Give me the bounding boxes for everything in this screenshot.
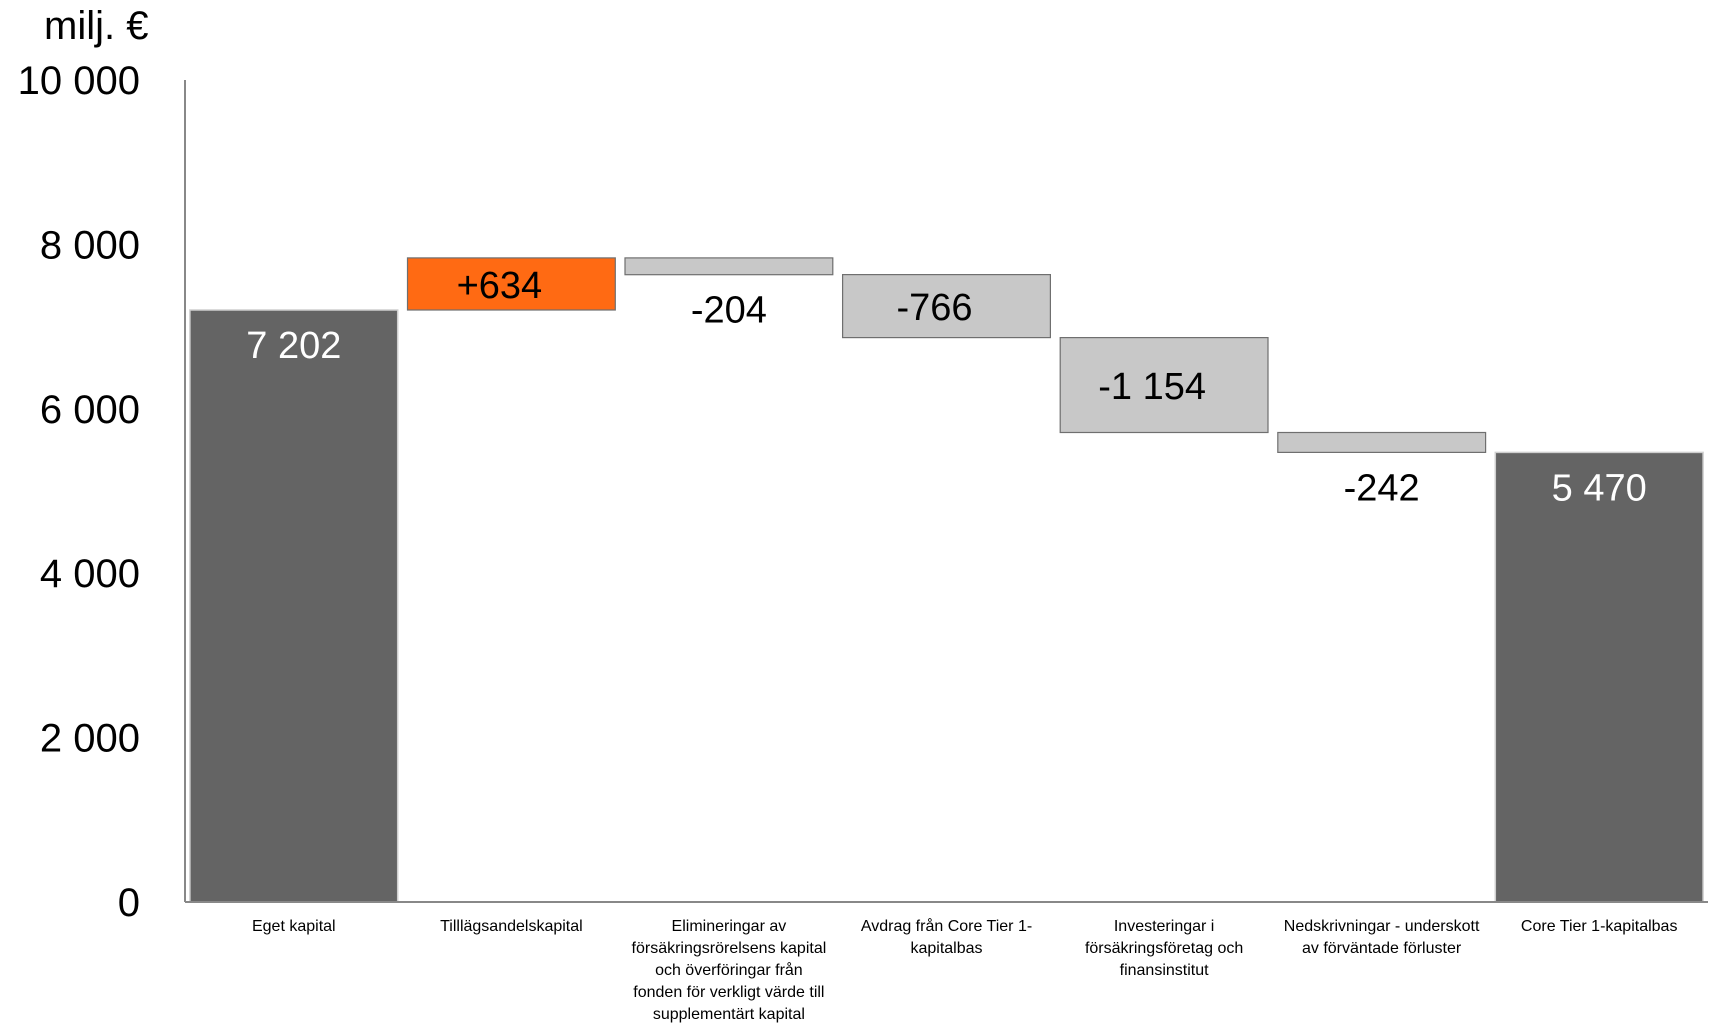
y-axis-ticks: 0 2 000 4 000 6 000 8 000 10 000 <box>18 59 140 925</box>
data-label: -204 <box>691 290 767 332</box>
data-label: +634 <box>457 265 543 307</box>
axes <box>184 80 1708 903</box>
data-label: -1 154 <box>1098 366 1206 408</box>
bar-decrease <box>841 274 1051 339</box>
bar-decrease <box>1277 431 1487 453</box>
x-category-label: Core Tier 1-kapitalbas <box>1520 918 1678 935</box>
x-category-label: Avdrag från Core Tier 1-kapitalbas <box>860 918 1033 957</box>
bars <box>189 257 1704 903</box>
data-labels: 7 202 +634 -204 -766 -1 154 -242 5 470 <box>246 265 1646 510</box>
y-axis-unit-label: milj. € <box>44 4 149 48</box>
y-tick-label: 4 000 <box>40 552 140 596</box>
x-category-label: Tilllägsandelskapital <box>440 918 583 935</box>
bar-decrease <box>624 257 834 276</box>
bar-decrease <box>1059 337 1269 434</box>
data-label: 7 202 <box>246 325 341 367</box>
data-label: 5 470 <box>1552 467 1647 509</box>
x-category-label: Elimineringar av försäkringsrörelsens ka… <box>631 918 827 1023</box>
y-tick-label: 10 000 <box>18 59 140 103</box>
y-tick-label: 6 000 <box>40 388 140 432</box>
x-category-label: Eget kapital <box>251 918 336 935</box>
data-label: -766 <box>896 287 972 329</box>
bar-total <box>189 309 399 903</box>
data-label: -242 <box>1344 467 1420 509</box>
x-category-label: Investeringar i försäkringsföretag och f… <box>1084 918 1244 979</box>
y-tick-label: 8 000 <box>40 223 140 267</box>
bar-increase <box>406 257 616 311</box>
y-tick-label: 2 000 <box>40 717 140 761</box>
x-category-label: Nedskrivningar - underskott av förväntad… <box>1283 918 1480 957</box>
bar-total <box>1494 451 1704 903</box>
y-tick-label: 0 <box>118 881 140 925</box>
